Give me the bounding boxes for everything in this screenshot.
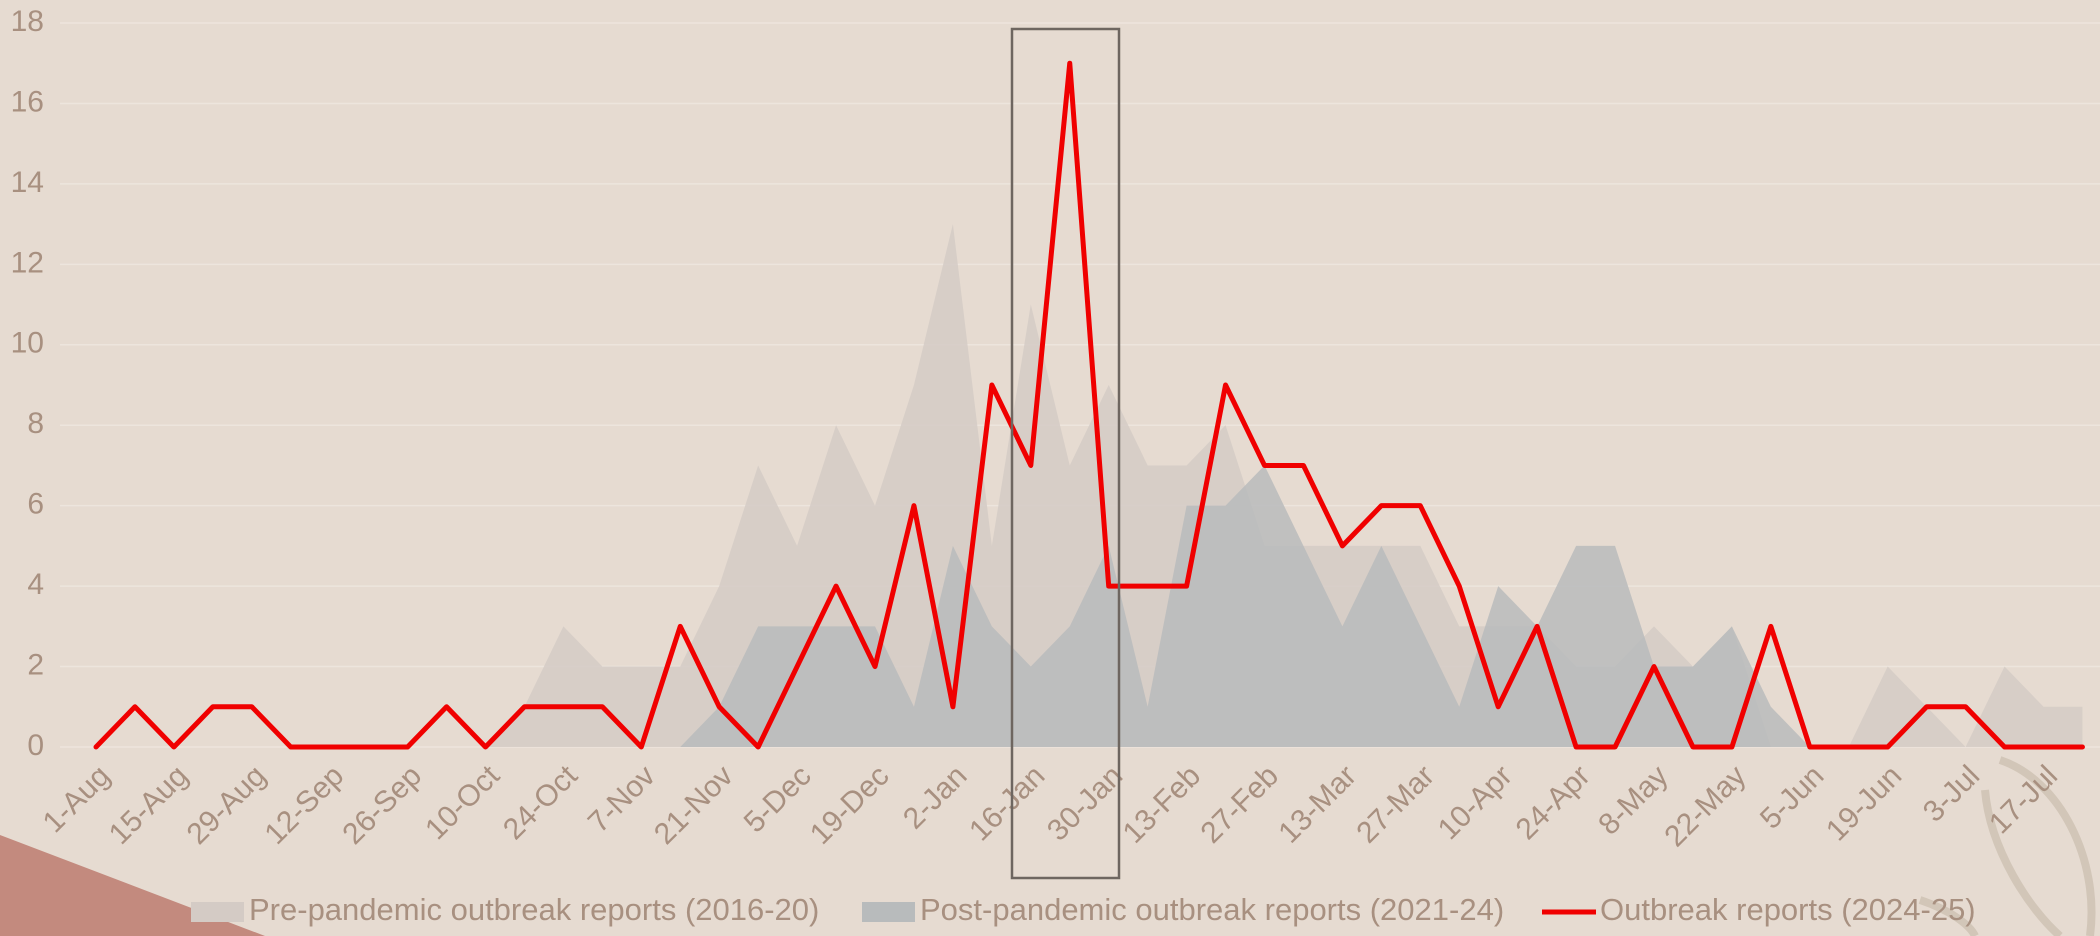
x-tick-label: 16-Jan bbox=[963, 759, 1051, 847]
highlight-box bbox=[1010, 27, 1121, 880]
x-tick-label: 10-Oct bbox=[419, 759, 506, 846]
x-tick-label: 21-Nov bbox=[648, 759, 740, 851]
x-tick-label: 27-Mar bbox=[1350, 759, 1441, 850]
legend-label: Post-pandemic outbreak reports (2021-24) bbox=[920, 892, 1504, 927]
legend-label: Outbreak reports (2024-25) bbox=[1600, 892, 1976, 927]
x-tick-label: 26-Sep bbox=[336, 759, 428, 851]
legend-label: Pre-pandemic outbreak reports (2016-20) bbox=[249, 892, 819, 927]
x-tick-label: 19-Jun bbox=[1820, 759, 1908, 847]
x-tick-label: 30-Jan bbox=[1041, 759, 1129, 847]
x-tick-label: 13-Mar bbox=[1272, 759, 1363, 850]
area bbox=[96, 465, 2083, 747]
x-tick-label: 12-Sep bbox=[259, 759, 351, 851]
x-tick-label: 24-Oct bbox=[497, 759, 584, 846]
y-tick-label: 8 bbox=[27, 407, 44, 440]
line bbox=[93, 60, 2085, 750]
x-tick-label: 19-Dec bbox=[804, 759, 896, 851]
x-tick-label: 15-Aug bbox=[103, 759, 195, 851]
x-tick-label: 22-May bbox=[1658, 759, 1752, 853]
y-tick-label: 0 bbox=[27, 729, 44, 762]
x-tick-label: 10-Apr bbox=[1432, 759, 1519, 846]
x-tick-label: 27-Feb bbox=[1194, 759, 1285, 850]
area bbox=[96, 224, 2083, 748]
legend-swatch bbox=[862, 902, 915, 922]
y-tick-label: 6 bbox=[27, 488, 44, 521]
legend-swatch bbox=[191, 902, 244, 922]
y-tick-label: 18 bbox=[11, 5, 44, 38]
x-tick-label: 13-Feb bbox=[1117, 759, 1208, 850]
y-tick-label: 4 bbox=[27, 568, 44, 601]
x-tick-label: 24-Apr bbox=[1510, 759, 1597, 846]
y-tick-label: 16 bbox=[11, 85, 44, 118]
decoration-leaf bbox=[1918, 756, 2096, 936]
x-tick-label: 3-Jul bbox=[1917, 759, 1986, 828]
y-tick-label: 14 bbox=[11, 166, 44, 199]
y-tick-label: 10 bbox=[11, 327, 44, 360]
x-tick-label: 29-Aug bbox=[181, 759, 273, 851]
y-tick-label: 2 bbox=[27, 648, 44, 681]
y-tick-label: 12 bbox=[11, 246, 44, 279]
